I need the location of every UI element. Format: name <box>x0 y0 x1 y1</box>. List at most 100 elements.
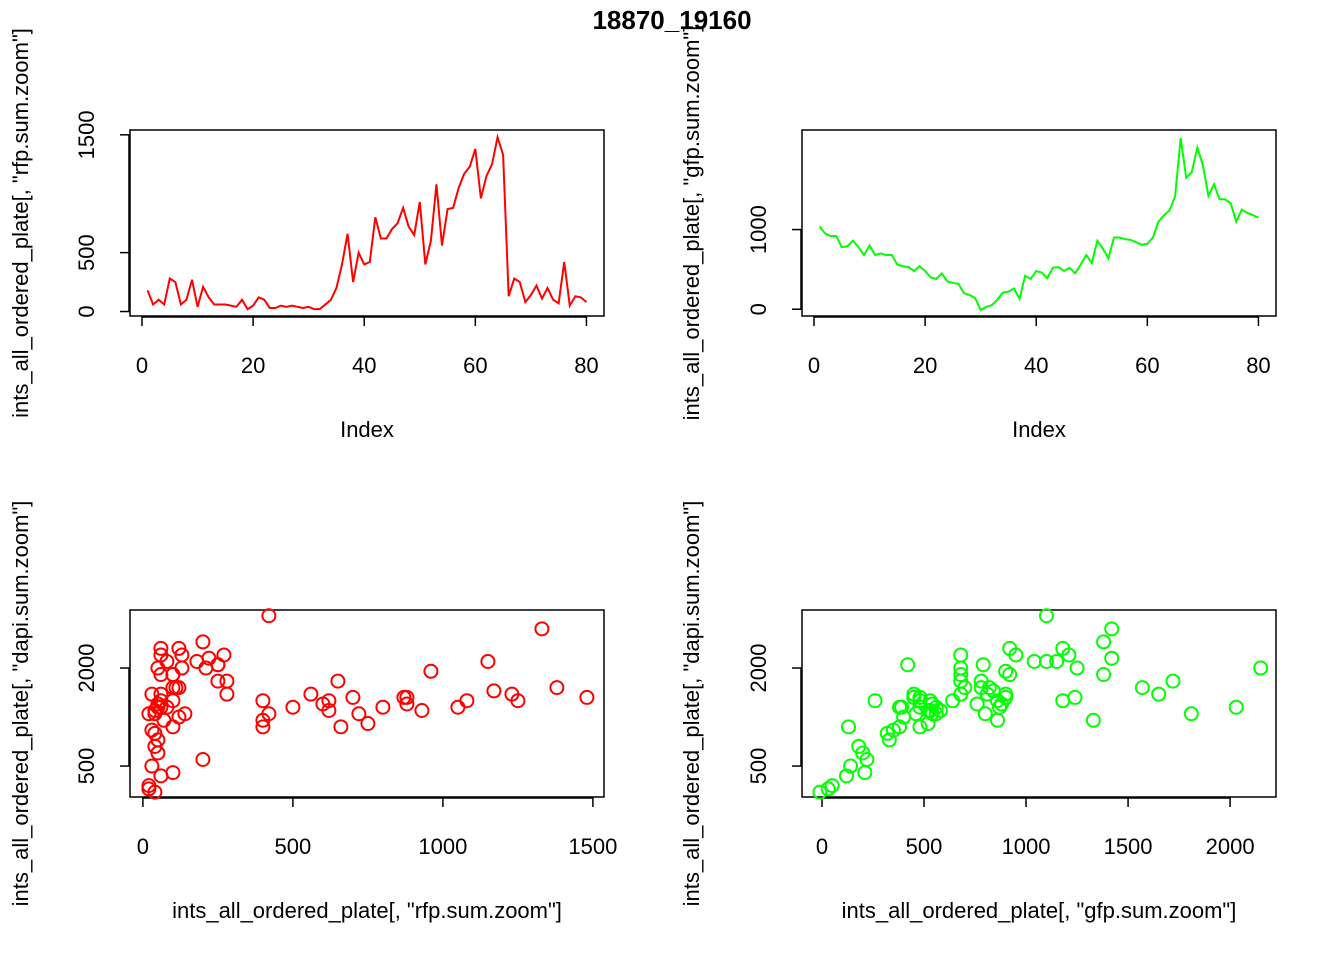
x-tick-label: 1000 <box>418 834 467 859</box>
data-point <box>195 751 211 767</box>
data-point <box>953 647 969 663</box>
data-point <box>820 781 836 797</box>
data-point <box>150 699 166 715</box>
data-point <box>953 673 969 689</box>
data-point <box>189 653 205 669</box>
x-tick-label: 80 <box>574 353 598 378</box>
data-point <box>285 699 301 715</box>
data-point <box>979 686 995 702</box>
data-point <box>153 768 169 784</box>
data-point <box>945 693 961 709</box>
data-point <box>920 716 936 732</box>
data-point <box>219 686 235 702</box>
data-point <box>510 693 526 709</box>
plot-frame <box>801 129 1277 317</box>
data-point <box>210 673 226 689</box>
plot-frame <box>801 609 1277 798</box>
y-axis-label: ints_all_ordered_plate[, "gfp.sum.zoom"] <box>679 26 704 421</box>
data-point <box>881 732 897 748</box>
x-tick-label: 2000 <box>1206 834 1255 859</box>
data-point <box>345 689 361 705</box>
data-point <box>975 657 991 673</box>
x-tick-label: 1000 <box>1002 834 1051 859</box>
data-point <box>210 657 226 673</box>
data-point <box>414 702 430 718</box>
data-point <box>969 696 985 712</box>
data-point <box>144 722 160 738</box>
data-point <box>1104 621 1120 637</box>
data-point <box>1067 689 1083 705</box>
data-point <box>255 712 271 728</box>
data-point <box>141 778 157 794</box>
data-point <box>981 680 997 696</box>
data-point <box>216 647 232 663</box>
data-point <box>851 738 867 754</box>
data-point <box>928 706 944 722</box>
y-axis-label: ints_all_ordered_plate[, "dapi.sum.zoom"… <box>8 501 33 907</box>
data-point <box>1049 653 1065 669</box>
data-point <box>144 758 160 774</box>
data-point <box>843 758 859 774</box>
data-point <box>867 693 883 709</box>
plot-frame <box>129 609 605 798</box>
panel: 0 500 1000 1500 2000 500 2000 ints_all_ordered_… <box>679 501 1277 923</box>
x-axis-label: Index <box>1012 417 1066 442</box>
data-point <box>201 650 217 666</box>
data-point <box>838 768 854 784</box>
panel: 0 500 1000 1500 500 2000 ints_all_ordered_plat… <box>8 501 618 923</box>
x-tick-label: 20 <box>913 353 937 378</box>
data-line <box>818 137 1259 312</box>
data-point <box>351 706 367 722</box>
data-point <box>812 784 828 800</box>
x-axis-label: ints_all_ordered_plate[, "gfp.sum.zoom"] <box>842 898 1237 923</box>
data-point <box>1183 706 1199 722</box>
data-point <box>459 693 475 709</box>
data-line <box>146 133 588 311</box>
data-point <box>841 719 857 735</box>
data-point <box>144 686 160 702</box>
x-tick-label: 60 <box>1135 353 1159 378</box>
data-point <box>399 696 415 712</box>
x-tick-label: 500 <box>275 834 312 859</box>
data-point <box>1096 667 1112 683</box>
data-point <box>900 657 916 673</box>
data-point <box>171 640 187 656</box>
data-point <box>989 712 1005 728</box>
data-point <box>953 667 969 683</box>
data-point <box>375 699 391 715</box>
data-point <box>156 712 172 728</box>
data-point <box>912 689 928 705</box>
y-axis-label: ints_all_ordered_plate[, "dapi.sum.zoom"… <box>679 501 704 907</box>
data-point <box>977 706 993 722</box>
data-point <box>1026 653 1042 669</box>
y-tick-label: 1500 <box>74 110 99 159</box>
plot-frame <box>129 129 605 317</box>
y-tick-label: 1000 <box>746 205 771 254</box>
data-point <box>1253 660 1269 676</box>
data-point <box>1134 680 1150 696</box>
y-tick-label: 500 <box>74 234 99 271</box>
data-point <box>1055 693 1071 709</box>
data-point <box>579 689 595 705</box>
data-point <box>1151 686 1167 702</box>
data-point <box>549 680 565 696</box>
data-point <box>1085 712 1101 728</box>
x-tick-label: 40 <box>352 353 376 378</box>
data-point <box>922 693 938 709</box>
data-point <box>486 683 502 699</box>
x-tick-label: 20 <box>241 353 265 378</box>
y-axis-label: ints_all_ordered_plate[, "rfp.sum.zoom"] <box>8 28 33 418</box>
data-point <box>1069 660 1085 676</box>
data-point <box>998 663 1014 679</box>
data-point <box>153 640 169 656</box>
data-point <box>165 667 181 683</box>
data-point <box>159 653 175 669</box>
data-point <box>1002 640 1018 656</box>
x-tick-label: 0 <box>808 353 820 378</box>
x-tick-label: 0 <box>136 353 148 378</box>
x-tick-label: 0 <box>816 834 828 859</box>
data-point <box>534 621 550 637</box>
data-point <box>165 719 181 735</box>
data-point <box>333 719 349 735</box>
data-point <box>450 699 466 715</box>
